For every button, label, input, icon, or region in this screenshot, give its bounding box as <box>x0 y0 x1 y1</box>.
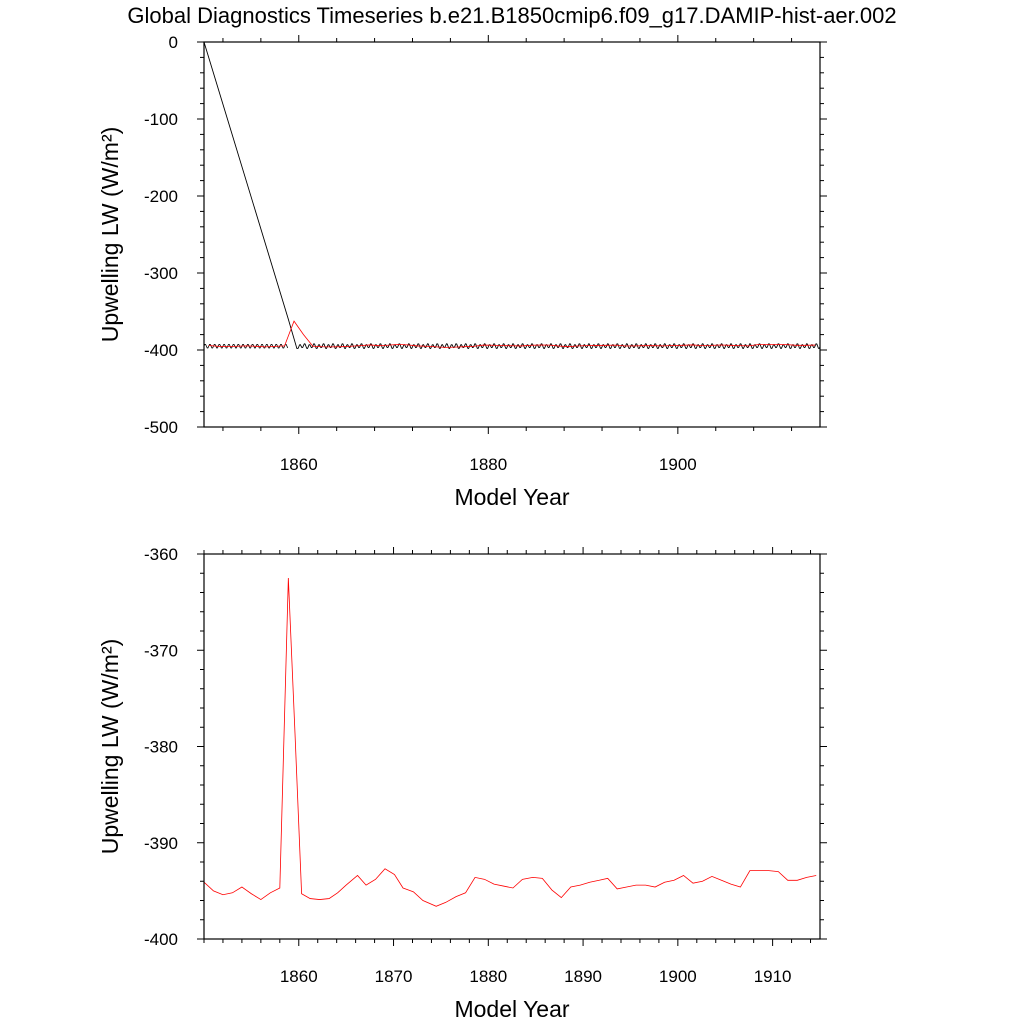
top-y-axis-label: Upwelling LW (W/m²) <box>97 127 123 343</box>
bottom-y-tick-label: -400 <box>144 930 178 949</box>
bottom-y-tick-label: -380 <box>144 738 178 757</box>
top-x-tick-label: 1860 <box>280 455 318 474</box>
bottom-y-tick-label: -360 <box>144 545 178 564</box>
bottom-axis-ticks: 1860 1870 1880 1890 1900 1910 -360 -370 -380 -390… <box>144 545 827 986</box>
top-y-tick-label: -300 <box>144 264 178 283</box>
top-series-line-0-early <box>203 343 289 349</box>
bottom-x-tick-label: 1910 <box>754 967 792 986</box>
top-y-tick-label: -200 <box>144 187 178 206</box>
top-series-line-0 <box>203 41 821 350</box>
top-plot-series <box>203 41 821 350</box>
top-axis-ticks: 1860 1880 1900 0 -100 -200 -300 -400 -500 <box>144 33 827 474</box>
figure-title: Global Diagnostics Timeseries b.e21.B185… <box>127 3 896 28</box>
bottom-y-axis-label: Upwelling LW (W/m²) <box>97 639 123 855</box>
top-series-line-1 <box>208 320 816 348</box>
bottom-plot-series <box>203 578 817 907</box>
bottom-x-tick-label: 1890 <box>564 967 602 986</box>
bottom-y-tick-label: -370 <box>144 641 178 660</box>
bottom-panel: 1860 1870 1880 1890 1900 1910 -360 -370 -380 -390… <box>97 545 827 1022</box>
bottom-x-tick-label: 1880 <box>469 967 507 986</box>
bottom-x-tick-label: 1860 <box>280 967 318 986</box>
bottom-x-tick-label: 1870 <box>375 967 413 986</box>
top-y-tick-label: -500 <box>144 418 178 437</box>
top-plot-frame <box>203 41 821 428</box>
top-y-tick-label: -100 <box>144 110 178 129</box>
bottom-x-axis-label: Model Year <box>454 996 569 1022</box>
bottom-plot-frame <box>203 553 821 940</box>
top-y-tick-label: -400 <box>144 341 178 360</box>
top-panel: 1860 1880 1900 0 -100 -200 -300 -400 -500 Model … <box>97 33 827 510</box>
top-x-tick-label: 1880 <box>469 455 507 474</box>
top-x-axis-label: Model Year <box>454 484 569 510</box>
bottom-x-tick-label: 1900 <box>659 967 697 986</box>
top-y-tick-label: 0 <box>169 33 178 52</box>
top-x-tick-label: 1900 <box>659 455 697 474</box>
bottom-series-line-0 <box>203 578 817 907</box>
bottom-y-tick-label: -390 <box>144 834 178 853</box>
